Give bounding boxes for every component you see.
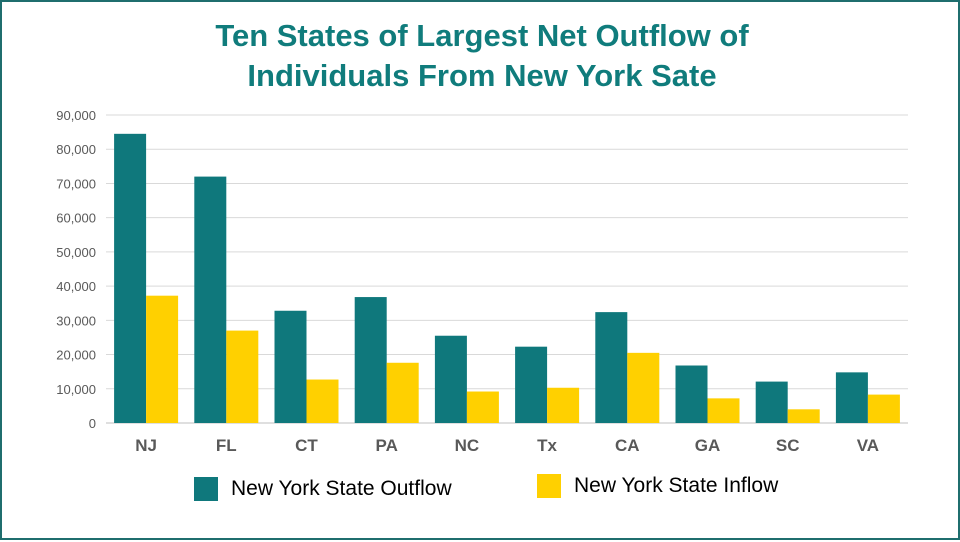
legend-label-outflow: New York State Outflow [231,477,452,500]
bar-outflow-ct [274,310,307,423]
chart-title-line-2: Individuals From New York Sate [247,58,717,93]
bar-outflow-fl [194,176,227,423]
bar-outflow-tx [515,346,548,423]
x-tick-label: VA [857,436,879,455]
x-tick-label: FL [216,436,237,455]
x-tick-label: CT [295,436,318,455]
bars [114,133,900,424]
legend-swatch-outflow [194,477,218,501]
bar-outflow-pa [354,297,387,423]
bar-outflow-sc [755,381,788,423]
bar-outflow-ga [675,365,708,423]
x-tick-label: CA [615,436,640,455]
chart-title: Ten States of Largest Net Outflow of Ind… [2,16,960,96]
legend-item-outflow: New York State Outflow [194,477,452,501]
y-tick-label: 70,000 [56,176,96,191]
bar-outflow-va [835,372,868,423]
y-tick-label: 80,000 [56,142,96,157]
y-tick-label: 60,000 [56,211,96,226]
bar-inflow-tx [547,387,580,423]
x-tick-label: GA [695,436,721,455]
legend-item-inflow: New York State Inflow [537,474,778,498]
bar-inflow-va [867,394,900,423]
bar-inflow-ca [627,352,660,423]
chart-title-line-1: Ten States of Largest Net Outflow of [215,18,749,53]
y-axis-tick-labels: 0 10,000 20,000 30,000 40,000 50,000 60,000 70,… [56,108,96,431]
x-axis-tick-labels: NJ FL CT PA NC Tx CA GA SC VA [135,436,879,455]
bar-outflow-nc [434,335,467,423]
bar-outflow-ca [595,312,628,423]
y-tick-label: 50,000 [56,245,96,260]
x-tick-label: SC [776,436,800,455]
gridlines [106,114,908,424]
y-tick-label: 30,000 [56,313,96,328]
y-tick-label: 10,000 [56,382,96,397]
bar-outflow-nj [114,133,147,424]
x-tick-label: PA [376,436,398,455]
legend-swatch-inflow [537,474,561,498]
bar-inflow-fl [226,330,259,423]
bar-inflow-ct [306,379,339,423]
y-tick-label: 0 [89,416,96,431]
y-tick-label: 40,000 [56,279,96,294]
y-tick-label: 20,000 [56,348,96,363]
bar-inflow-ga [707,398,740,423]
legend-label-inflow: New York State Inflow [574,474,779,497]
bar-inflow-nc [466,391,499,423]
y-tick-label: 90,000 [56,108,96,123]
x-tick-label: NJ [135,436,157,455]
bar-inflow-sc [787,409,820,423]
x-tick-label: Tx [537,436,557,455]
bar-inflow-nj [146,295,179,423]
bar-inflow-pa [386,362,419,423]
legend: New York State Outflow New York State In… [2,474,960,514]
x-tick-label: NC [455,436,480,455]
